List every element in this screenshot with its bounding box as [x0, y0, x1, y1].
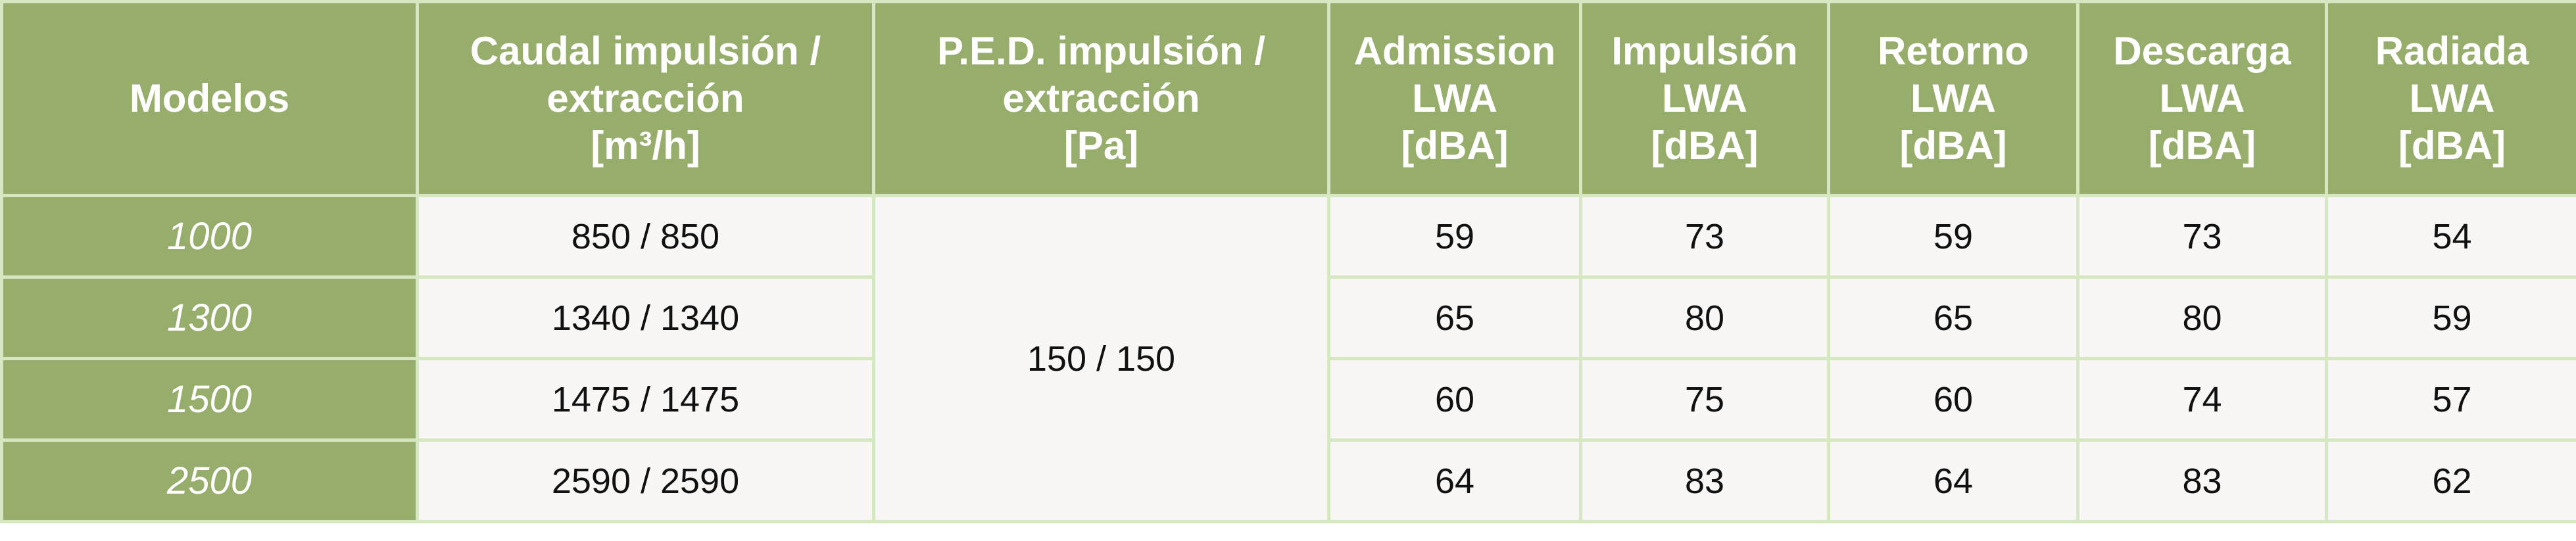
header-text: Descarga	[2113, 29, 2291, 73]
value-cell: 64	[1327, 438, 1582, 523]
value-cell: 65	[1327, 275, 1582, 360]
value-cell: 62	[2325, 438, 2576, 523]
header-text: LWA	[1412, 76, 1497, 120]
value-cell: 65	[1827, 275, 2079, 360]
value-cell: 60	[1327, 357, 1582, 442]
header-text: [dBA]	[1899, 124, 2007, 168]
header-text: Caudal impulsión /	[470, 29, 821, 73]
header-text: Admission	[1353, 29, 1556, 73]
table-row: 1000 850 / 850 150 / 150 59 73 59 73 54	[0, 194, 2576, 523]
header-cell: Admission LWA [dBA]	[1327, 0, 1582, 197]
table-row: 1500 1475 / 1475 60 75 60 74 57	[0, 357, 2576, 442]
table-row: 1300 1340 / 1340 65 80 65 80 59	[0, 275, 2576, 360]
value-cell: 73	[1579, 194, 1830, 279]
flow-cell: 2590 / 2590	[416, 438, 875, 523]
header-cell: Impulsión LWA [dBA]	[1579, 0, 1830, 197]
model-cell: 2500	[0, 438, 419, 523]
header-text: LWA	[1910, 76, 1996, 120]
value-cell: 74	[2076, 357, 2328, 442]
header-row: Modelos Caudal impulsión / extracción [m³/h…	[0, 0, 2576, 197]
table-row: 2500 2590 / 2590 64 83 64 83 62	[0, 438, 2576, 523]
value-cell: 80	[1579, 275, 1830, 360]
model-cell: 1300	[0, 275, 419, 360]
header-text: [Pa]	[1063, 124, 1139, 168]
header-text: Impulsión	[1611, 29, 1798, 73]
header-cell: Modelos	[0, 0, 419, 197]
header-cell: Radiada LWA [dBA]	[2325, 0, 2576, 197]
value-cell: 83	[2076, 438, 2328, 523]
ped-cell: 150 / 150	[872, 194, 1330, 523]
header-text: P.E.D. impulsión /	[937, 29, 1265, 73]
value-cell: 83	[1579, 438, 1830, 523]
value-cell: 54	[2325, 194, 2576, 279]
value-cell: 60	[1827, 357, 2079, 442]
header-text: [dBA]	[2398, 124, 2506, 168]
spec-table: Modelos Caudal impulsión / extracción [m³/h…	[0, 0, 2576, 523]
header-cell: P.E.D. impulsión / extracción [Pa]	[872, 0, 1330, 197]
flow-cell: 1475 / 1475	[416, 357, 875, 442]
header-text: extracción	[547, 76, 744, 120]
flow-cell: 850 / 850	[416, 194, 875, 279]
value-cell: 64	[1827, 438, 2079, 523]
value-cell: 73	[2076, 194, 2328, 279]
header-text: [dBA]	[1651, 124, 1759, 168]
flow-cell: 1340 / 1340	[416, 275, 875, 360]
header-text: LWA	[2409, 76, 2495, 120]
model-cell: 1500	[0, 357, 419, 442]
header-text: LWA	[1662, 76, 1747, 120]
header-text: extracción	[1002, 76, 1200, 120]
value-cell: 57	[2325, 357, 2576, 442]
header-text: [dBA]	[2148, 124, 2256, 168]
value-cell: 59	[1827, 194, 2079, 279]
header-text: [dBA]	[1401, 124, 1509, 168]
value-cell: 80	[2076, 275, 2328, 360]
value-cell: 59	[2325, 275, 2576, 360]
model-cell: 1000	[0, 194, 419, 279]
header-text: Retorno	[1878, 29, 2029, 73]
header-text: [m³/h]	[591, 124, 700, 168]
header-cell: Descarga LWA [dBA]	[2076, 0, 2328, 197]
header-cell: Retorno LWA [dBA]	[1827, 0, 2079, 197]
header-text: Modelos	[129, 76, 290, 120]
header-cell: Caudal impulsión / extracción [m³/h]	[416, 0, 875, 197]
value-cell: 59	[1327, 194, 1582, 279]
value-cell: 75	[1579, 357, 1830, 442]
header-text: LWA	[2159, 76, 2245, 120]
header-text: Radiada	[2375, 29, 2529, 73]
